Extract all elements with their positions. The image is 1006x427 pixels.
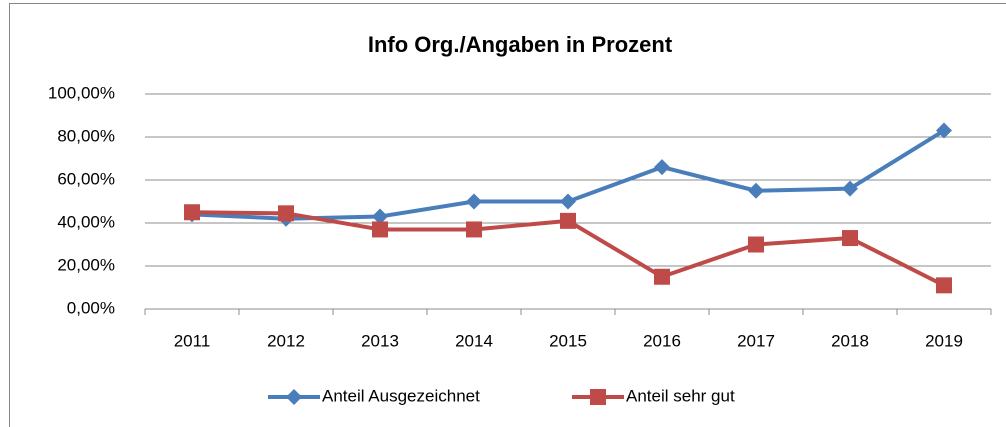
data-point <box>842 180 858 197</box>
y-tick-label: 20,00% <box>57 255 115 274</box>
data-point <box>466 221 482 238</box>
x-tick-label: 2012 <box>267 331 305 350</box>
chart-frame <box>9 3 1006 427</box>
data-point <box>748 236 764 253</box>
data-point <box>654 159 670 176</box>
data-point <box>748 182 764 199</box>
x-tick-label: 2017 <box>737 331 775 350</box>
x-tick-label: 2013 <box>361 331 399 350</box>
x-tick-label: 2014 <box>455 331 493 350</box>
y-tick-label: 40,00% <box>57 212 115 231</box>
data-point <box>936 277 952 294</box>
legend-label: Anteil Ausgezeichnet <box>322 386 480 405</box>
chart-title: Info Org./Angaben in Prozent <box>368 32 673 57</box>
data-point <box>654 268 670 285</box>
data-point <box>842 230 858 247</box>
y-tick-label: 100,00% <box>48 83 115 102</box>
data-point <box>372 221 388 238</box>
data-point <box>184 204 200 221</box>
y-tick-label: 60,00% <box>57 169 115 188</box>
x-tick-label: 2015 <box>549 331 587 350</box>
legend-marker <box>286 389 302 405</box>
data-point <box>372 208 388 225</box>
data-point <box>560 212 576 229</box>
x-tick-label: 2016 <box>643 331 681 350</box>
data-point <box>466 193 482 210</box>
data-point <box>560 193 576 210</box>
x-tick-label: 2018 <box>831 331 869 350</box>
y-tick-label: 0,00% <box>67 298 115 317</box>
legend-label: Anteil sehr gut <box>626 386 735 405</box>
data-point <box>936 122 952 139</box>
x-tick-label: 2011 <box>174 331 211 350</box>
x-tick-label: 2019 <box>925 331 963 350</box>
legend-marker <box>590 389 606 405</box>
data-point <box>278 205 294 222</box>
y-tick-label: 80,00% <box>57 126 115 145</box>
